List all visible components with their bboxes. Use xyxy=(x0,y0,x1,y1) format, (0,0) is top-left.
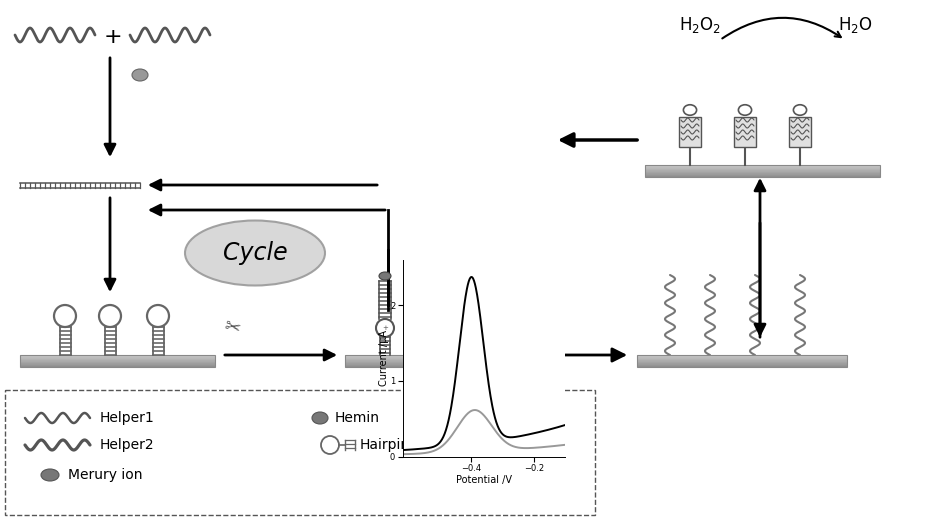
Bar xyxy=(20,361,215,362)
Text: Hairpin: Hairpin xyxy=(360,438,410,452)
Bar xyxy=(345,355,545,356)
Bar xyxy=(20,357,215,358)
Bar xyxy=(645,172,880,173)
Bar xyxy=(5,390,595,515)
Bar xyxy=(637,366,847,367)
Bar xyxy=(637,362,847,363)
Bar xyxy=(345,356,545,357)
Bar xyxy=(20,364,215,365)
Bar xyxy=(645,176,880,177)
Ellipse shape xyxy=(312,412,328,424)
Text: Helper1: Helper1 xyxy=(100,411,155,425)
Bar xyxy=(345,359,545,360)
Text: Cycle: Cycle xyxy=(222,241,287,265)
Bar xyxy=(345,363,545,364)
Bar xyxy=(645,175,880,176)
Bar xyxy=(345,355,545,367)
Bar xyxy=(345,364,545,365)
Ellipse shape xyxy=(424,272,436,280)
Bar xyxy=(679,117,701,147)
Bar xyxy=(645,167,880,168)
Text: Merury ion: Merury ion xyxy=(68,468,143,482)
Text: H$_2$O$_2$: H$_2$O$_2$ xyxy=(679,15,721,35)
Text: ✂: ✂ xyxy=(221,317,243,339)
Bar xyxy=(645,171,880,172)
Bar xyxy=(734,117,756,147)
Ellipse shape xyxy=(472,272,484,280)
Bar xyxy=(637,355,847,356)
Bar xyxy=(637,357,847,358)
Bar xyxy=(789,117,811,147)
Ellipse shape xyxy=(379,272,391,280)
Bar xyxy=(345,365,545,366)
Bar xyxy=(345,358,545,359)
Text: Hemin: Hemin xyxy=(335,411,380,425)
Bar xyxy=(345,357,545,358)
Bar xyxy=(637,358,847,359)
Bar xyxy=(20,356,215,357)
Bar xyxy=(20,360,215,361)
Bar xyxy=(637,356,847,357)
Bar xyxy=(345,366,545,367)
Bar xyxy=(345,361,545,362)
Bar xyxy=(345,360,545,361)
Bar xyxy=(645,170,880,171)
Bar xyxy=(645,173,880,174)
Bar xyxy=(645,166,880,167)
Bar xyxy=(637,361,847,362)
Bar xyxy=(20,366,215,367)
Text: +: + xyxy=(427,325,433,331)
Bar xyxy=(645,174,880,175)
Bar xyxy=(645,165,880,166)
Ellipse shape xyxy=(185,221,325,285)
Bar xyxy=(645,169,880,170)
Bar xyxy=(637,365,847,366)
Bar xyxy=(345,362,545,363)
Bar xyxy=(637,355,847,367)
Ellipse shape xyxy=(41,469,59,481)
Bar xyxy=(637,363,847,364)
Bar xyxy=(20,358,215,359)
Ellipse shape xyxy=(132,69,148,81)
Y-axis label: Current /μA: Current /μA xyxy=(379,330,389,386)
Bar xyxy=(20,365,215,366)
Bar xyxy=(645,165,880,177)
Bar xyxy=(20,363,215,364)
Bar xyxy=(637,360,847,361)
Bar xyxy=(637,359,847,360)
Bar xyxy=(20,362,215,363)
Text: +: + xyxy=(104,27,122,47)
Bar xyxy=(637,364,847,365)
Bar xyxy=(20,359,215,360)
Text: +: + xyxy=(475,325,481,331)
Text: H$_2$O: H$_2$O xyxy=(838,15,872,35)
X-axis label: Potential /V: Potential /V xyxy=(456,475,512,485)
Text: +: + xyxy=(382,325,388,331)
Text: Helper2: Helper2 xyxy=(100,438,155,452)
Bar xyxy=(20,355,215,367)
Bar xyxy=(20,355,215,356)
Bar xyxy=(645,168,880,169)
